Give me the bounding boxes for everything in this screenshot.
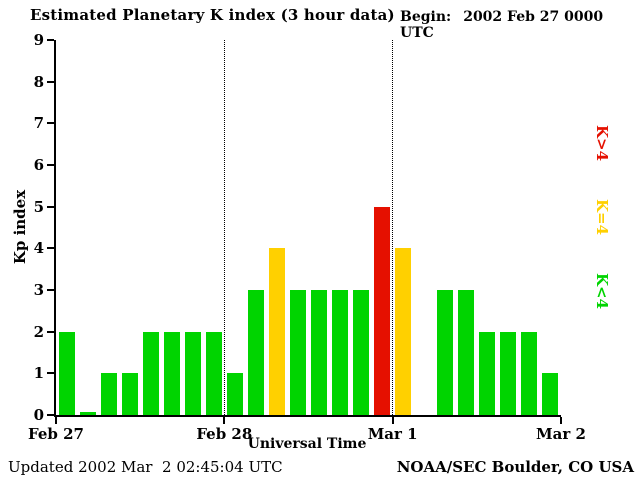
y-tick-label: 4	[33, 239, 44, 258]
kp-bar	[458, 290, 475, 415]
begin-timestamp: Begin: 2002 Feb 27 0000 UTC	[400, 9, 640, 41]
legend-k-gt-4: K>4	[593, 124, 611, 162]
y-tick-label: 7	[33, 114, 44, 133]
y-tick-label: 3	[33, 281, 44, 299]
kp-bar	[395, 248, 412, 415]
kp-bar	[479, 332, 496, 415]
x-axis-tick	[391, 417, 394, 424]
footer-updated-timestamp: Updated 2002 Mar 2 02:45:04 UTC	[8, 458, 283, 476]
kp-bar	[79, 412, 96, 415]
day-boundary-gridline	[392, 40, 394, 415]
y-tick-label: 0	[33, 406, 44, 424]
kp-bar	[226, 373, 243, 415]
y-axis-tick	[47, 414, 54, 416]
y-tick-label: 9	[33, 31, 44, 49]
y-tick-label: 6	[33, 156, 44, 174]
y-axis-tick	[47, 330, 54, 333]
x-tick-label: Feb 27	[28, 425, 84, 443]
kp-bar	[542, 373, 559, 415]
kp-bar	[58, 332, 75, 415]
y-tick-label: 2	[33, 322, 44, 341]
kp-bar	[247, 290, 264, 415]
kp-bar	[332, 290, 349, 415]
x-tick-label: Mar 2	[536, 425, 586, 443]
y-axis-tick	[47, 289, 54, 291]
x-tick-label: Feb 28	[196, 425, 253, 443]
y-axis-tick	[47, 372, 54, 375]
y-axis-tick	[47, 205, 54, 208]
kp-bar	[521, 332, 538, 415]
kp-bar	[374, 207, 391, 415]
plot-area: 0 1 2 3 4 5 6 7 8 9 Feb 27 Feb 28 Mar 1 Mar 2	[28, 31, 586, 443]
y-axis-tick	[47, 39, 54, 41]
kp-bar	[142, 332, 159, 415]
day-boundary-gridline	[223, 40, 225, 415]
begin-label: Begin:	[400, 9, 452, 25]
x-axis-tick	[223, 417, 226, 424]
begin-value: 2002 Feb 27 0000 UTC	[400, 9, 604, 41]
y-axis-tick	[47, 164, 54, 166]
y-tick-label: 1	[33, 364, 44, 383]
kp-bar	[121, 373, 138, 415]
kp-bar	[100, 373, 117, 415]
page-title: Estimated Planetary K index (3 hour data…	[30, 6, 395, 24]
footer-source: NOAA/SEC Boulder, CO USA	[396, 458, 634, 476]
y-tick-label: 8	[33, 72, 44, 91]
kp-bar	[184, 332, 201, 415]
kp-bar	[268, 248, 285, 415]
y-axis-tick	[47, 122, 54, 125]
kp-bar	[500, 332, 517, 415]
x-tick-label: Mar 1	[367, 425, 418, 443]
kp-bar	[437, 290, 454, 415]
kp-bar	[163, 332, 180, 415]
kp-bar	[311, 290, 328, 415]
kp-bar	[353, 290, 370, 415]
x-axis-label: Universal Time	[247, 436, 367, 452]
legend-k-eq-4: K=4	[593, 198, 611, 236]
kp-bar	[205, 332, 222, 415]
y-tick-label: 5	[33, 197, 44, 216]
x-axis-tick	[560, 417, 562, 424]
x-axis-tick	[55, 417, 57, 424]
kp-bar	[289, 290, 306, 415]
y-axis-tick	[47, 247, 54, 250]
y-axis-tick	[47, 80, 54, 83]
legend-k-lt-4: K<4	[593, 272, 611, 310]
